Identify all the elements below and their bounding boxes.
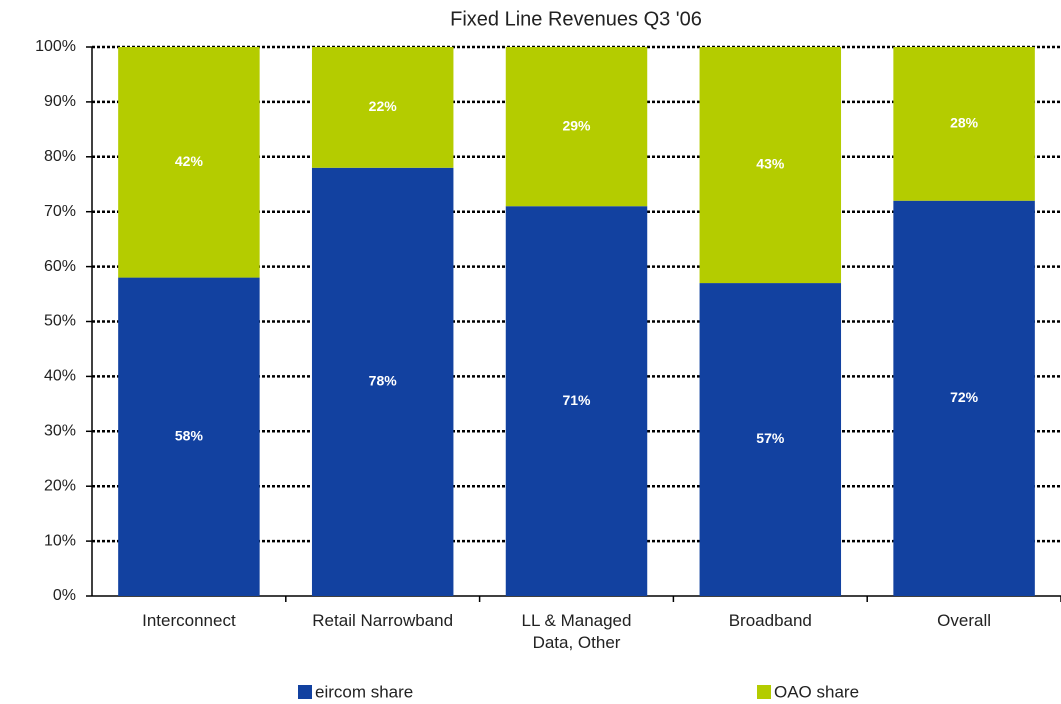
x-tick-label-box: LL & Managed Data, Other bbox=[521, 611, 632, 652]
y-tick-label: 90% bbox=[44, 93, 76, 110]
x-tick-label: Retail Narrowband bbox=[312, 611, 454, 630]
x-tick-label: LL & Managed Data, Other bbox=[521, 611, 632, 652]
x-tick-label-box: Overall bbox=[937, 611, 992, 630]
x-tick-label-box: Retail Narrowband bbox=[312, 611, 454, 630]
data-label: 43% bbox=[756, 156, 785, 172]
x-tick-label: Overall bbox=[937, 611, 992, 630]
bar-segment bbox=[893, 200, 1035, 596]
data-label: 22% bbox=[369, 98, 398, 114]
bar-segment bbox=[505, 47, 648, 207]
bar-segment bbox=[893, 47, 1035, 201]
data-label: 71% bbox=[562, 392, 591, 408]
y-tick-label: 10% bbox=[44, 532, 76, 549]
bar-segment bbox=[505, 206, 648, 596]
legend-swatch bbox=[298, 685, 312, 699]
y-tick-label: 20% bbox=[44, 477, 76, 494]
x-tick-label: Broadband bbox=[728, 611, 812, 630]
data-label: 58% bbox=[175, 427, 204, 443]
bar-segment bbox=[699, 47, 842, 284]
bar-segment bbox=[311, 167, 454, 596]
y-tick-label: 100% bbox=[35, 38, 76, 55]
y-tick-label: 40% bbox=[44, 368, 76, 385]
y-tick-label: 70% bbox=[44, 203, 76, 220]
bar-segment bbox=[118, 47, 260, 278]
x-tick-label: Interconnect bbox=[142, 611, 236, 630]
y-tick-label: 30% bbox=[44, 423, 76, 440]
x-tick-label-box: Interconnect bbox=[142, 611, 236, 630]
data-label: 78% bbox=[369, 373, 398, 389]
y-tick-label: 80% bbox=[44, 148, 76, 165]
bar-segment bbox=[699, 283, 842, 596]
y-tick-label: 60% bbox=[44, 258, 76, 275]
bar-segment bbox=[311, 47, 454, 168]
data-label: 57% bbox=[756, 430, 785, 446]
data-label: 72% bbox=[950, 389, 979, 405]
chart-title: Fixed Line Revenues Q3 '06 bbox=[450, 8, 702, 30]
legend-swatch bbox=[757, 685, 771, 699]
x-tick-label-box: Broadband bbox=[728, 611, 812, 630]
data-label: 42% bbox=[175, 153, 204, 169]
y-tick-label: 50% bbox=[44, 313, 76, 330]
y-tick-label: 0% bbox=[53, 587, 76, 604]
legend-label: OAO share bbox=[774, 682, 859, 701]
data-label: 28% bbox=[950, 115, 979, 131]
legend-label: eircom share bbox=[315, 682, 413, 701]
bar-segment bbox=[118, 277, 260, 596]
data-label: 29% bbox=[562, 117, 591, 133]
